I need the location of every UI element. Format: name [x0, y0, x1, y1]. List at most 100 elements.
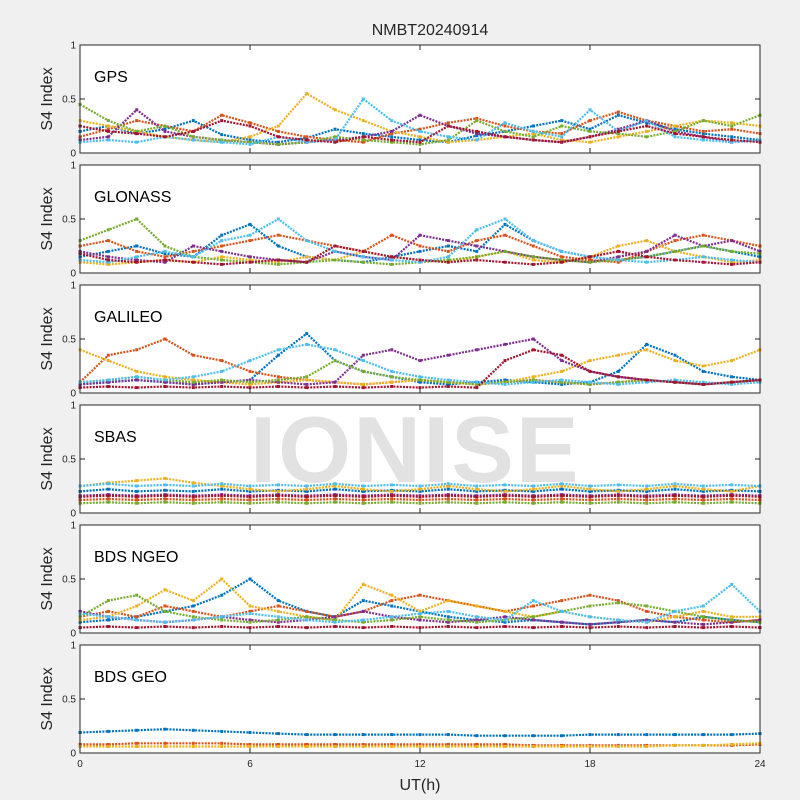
data-point: [390, 380, 394, 384]
data-point: [220, 487, 224, 491]
data-point: [503, 620, 507, 624]
data-point: [701, 129, 705, 133]
data-point: [333, 497, 337, 501]
data-point: [673, 743, 677, 747]
data-point: [560, 599, 564, 603]
data-point: [276, 620, 280, 624]
data-point: [106, 239, 110, 243]
data-point: [390, 119, 394, 123]
data-point: [560, 609, 564, 613]
data-point: [730, 615, 734, 619]
data-point: [333, 618, 337, 622]
data-point: [248, 382, 252, 386]
data-point: [503, 625, 507, 628]
data-point: [220, 133, 224, 137]
data-point: [673, 494, 677, 498]
data-point: [276, 604, 280, 608]
data-point: [475, 615, 479, 619]
data-point: [361, 599, 365, 603]
panel-label: GLONASS: [94, 189, 171, 206]
data-point: [106, 482, 110, 486]
data-point: [361, 260, 365, 264]
data-point: [220, 138, 224, 142]
data-point: [418, 380, 422, 384]
data-point: [163, 727, 167, 731]
data-point: [390, 262, 394, 266]
data-point: [446, 138, 450, 142]
panel-label: BDS GEO: [94, 669, 167, 686]
data-point: [503, 609, 507, 613]
data-point: [616, 127, 620, 131]
data-point: [446, 733, 450, 737]
data-point: [588, 127, 592, 131]
data-point: [701, 733, 705, 737]
data-point: [616, 483, 620, 487]
data-point: [276, 217, 280, 221]
data-point: [191, 353, 195, 357]
data-point: [730, 494, 734, 498]
data-point: [220, 258, 224, 262]
data-point: [645, 135, 649, 139]
data-point: [276, 244, 280, 248]
data-point: [673, 249, 677, 253]
data-point: [446, 380, 450, 384]
data-point: [418, 142, 422, 146]
data-point: [418, 626, 422, 630]
data-point: [191, 615, 195, 619]
data-point: [446, 609, 450, 613]
data-point: [503, 342, 507, 346]
panels: 0 0.5 1 GPS S4 Index 0 0.5 1 GLONASS S4 Index 0 0.5…: [39, 41, 766, 795]
data-point: [361, 140, 365, 144]
data-point: [730, 260, 734, 264]
data-point: [446, 487, 450, 491]
data-point: [446, 385, 450, 388]
data-point: [390, 745, 394, 748]
data-point: [276, 385, 280, 388]
data-point: [446, 249, 450, 253]
data-point: [730, 127, 734, 131]
data-point: [135, 244, 139, 248]
data-point: [106, 258, 110, 262]
data-point: [560, 258, 564, 262]
data-point: [560, 260, 564, 264]
data-point: [475, 495, 479, 499]
data-point: [191, 599, 195, 603]
y-tick-label: 1: [70, 281, 76, 292]
series-4: [78, 593, 762, 624]
data-point: [673, 124, 677, 128]
data-point: [503, 121, 507, 125]
data-point: [106, 618, 110, 622]
data-point: [560, 353, 564, 357]
data-point: [560, 135, 564, 139]
data-point: [220, 119, 224, 123]
data-point: [248, 609, 252, 613]
data-point: [446, 353, 450, 357]
data-point: [135, 618, 139, 622]
data-point: [361, 484, 365, 488]
data-point: [475, 742, 479, 746]
data-point: [418, 386, 422, 390]
data-point: [220, 593, 224, 597]
data-point: [531, 745, 535, 748]
data-point: [305, 378, 309, 382]
data-point: [616, 132, 620, 136]
data-point: [220, 233, 224, 237]
data-point: [248, 135, 252, 139]
data-point: [305, 386, 309, 390]
data-point: [418, 593, 422, 597]
data-point: [276, 380, 280, 384]
data-point: [531, 498, 535, 502]
data-point: [276, 599, 280, 603]
data-point: [616, 489, 620, 493]
data-point: [333, 244, 337, 248]
data-point: [333, 135, 337, 139]
data-point: [531, 375, 535, 379]
data-point: [560, 369, 564, 373]
data-point: [418, 495, 422, 499]
data-point: [616, 249, 620, 253]
data-point: [248, 742, 252, 746]
panel-3: 0 0.5 1 SBAS S4 Index: [39, 401, 762, 520]
data-point: [220, 378, 224, 382]
data-point: [645, 609, 649, 613]
panel-4: 0 0.5 1 BDS NGEO S4 Index: [39, 521, 762, 640]
